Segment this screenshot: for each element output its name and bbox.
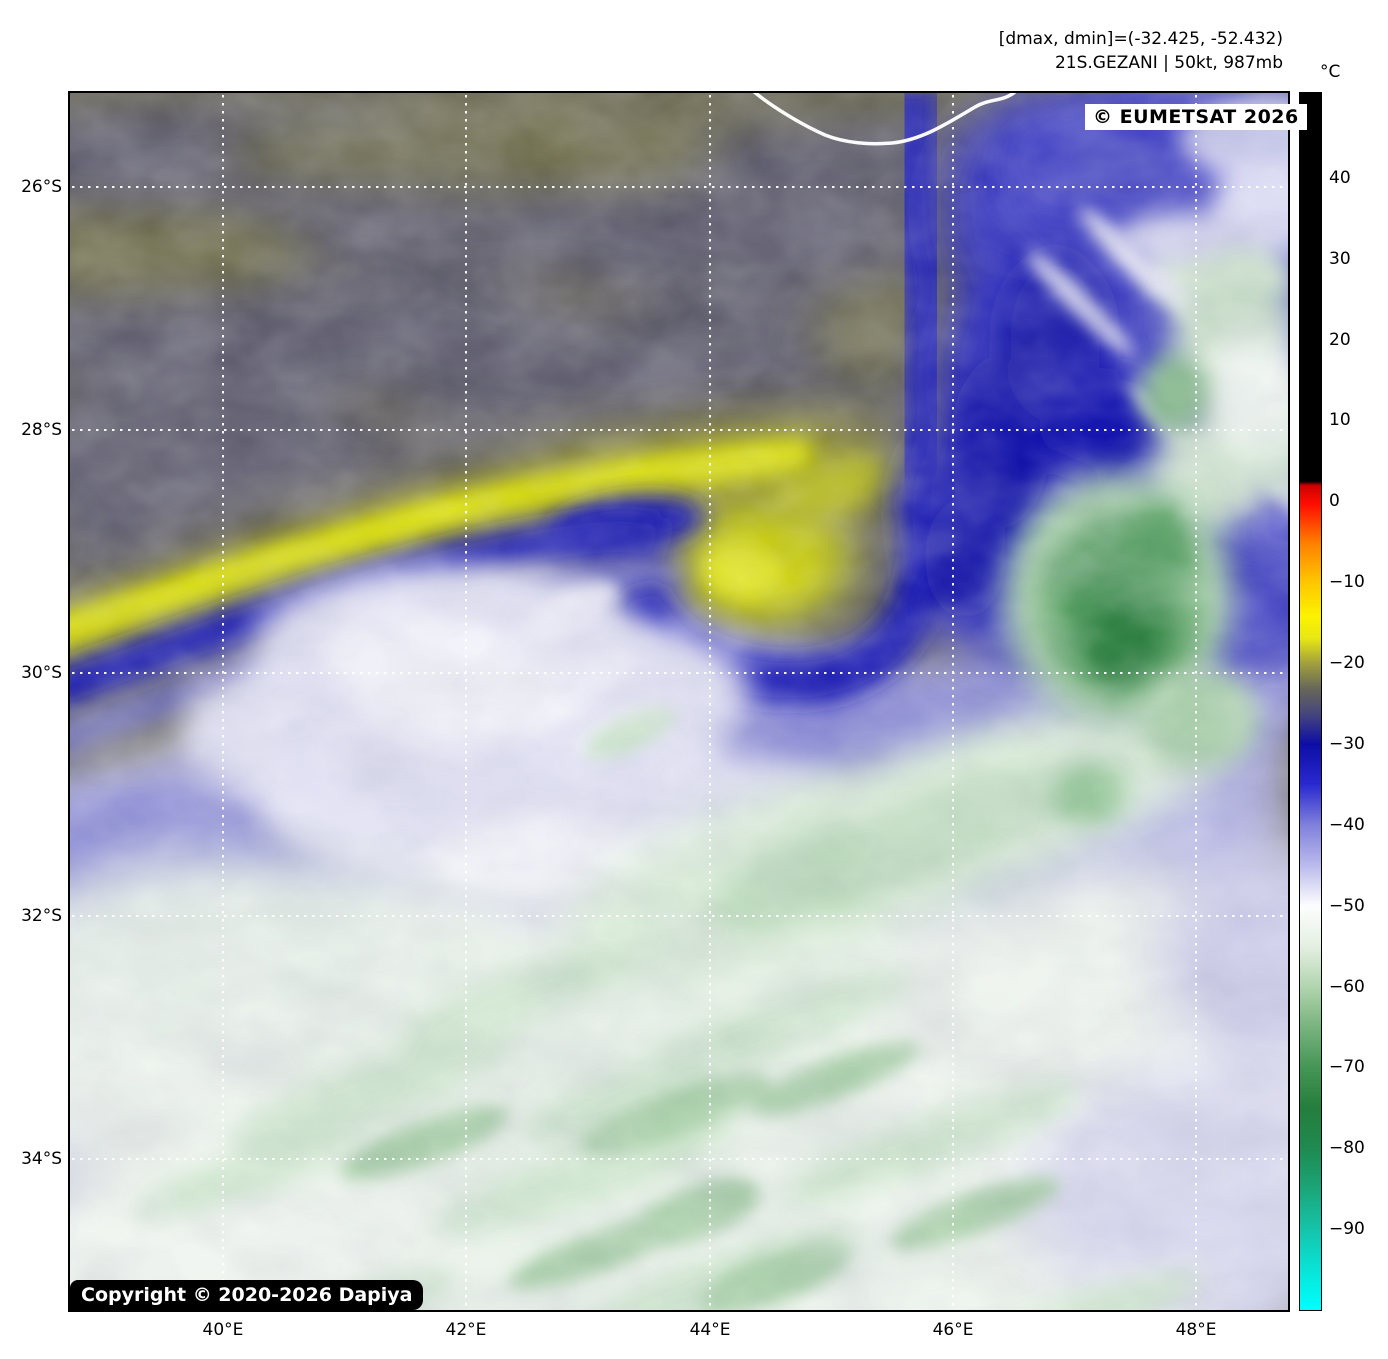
- colorbar-tick-label: −70: [1329, 1057, 1365, 1078]
- latitude-tick-label: 30°S: [21, 663, 62, 684]
- storm-annotation: [dmax, dmin]=(-32.425, -52.432) 21S.GEZA…: [999, 27, 1283, 75]
- satellite-map: [68, 91, 1290, 1312]
- longitude-tick-label: 44°E: [689, 1320, 731, 1340]
- colorbar-tick-label: −90: [1329, 1219, 1365, 1240]
- storm-intensity-text: 21S.GEZANI | 50kt, 987mb: [1054, 53, 1283, 73]
- cloud-texture-dark: [70, 93, 1288, 1310]
- temperature-colorbar: [1299, 92, 1322, 1311]
- longitude-tick-label: 42°E: [445, 1320, 487, 1340]
- latitude-tick-label: 32°S: [21, 906, 62, 927]
- latitude-tick-label: 34°S: [21, 1149, 62, 1170]
- longitude-tick-label: 40°E: [202, 1320, 244, 1340]
- colorbar-tick-label: −40: [1329, 814, 1365, 835]
- eumetsat-credit-badge: © EUMETSAT 2026: [1085, 104, 1307, 130]
- colorbar-tick-label: −80: [1329, 1138, 1365, 1159]
- copyright-badge: Copyright © 2020-2026 Dapiya: [70, 1280, 424, 1310]
- colorbar-tick-label: −10: [1329, 572, 1365, 593]
- colorbar-tick-label: −20: [1329, 653, 1365, 674]
- coastline: [752, 93, 1017, 146]
- longitude-tick-label: 46°E: [932, 1320, 974, 1340]
- colorbar-tick-label: 30: [1329, 248, 1351, 269]
- satellite-scene: [70, 93, 1288, 1310]
- colorbar-tick-label: −50: [1329, 895, 1365, 916]
- colorbar-tick-label: −30: [1329, 733, 1365, 754]
- latitude-tick-label: 26°S: [21, 176, 62, 197]
- dmax-dmin-text: [dmax, dmin]=(-32.425, -52.432): [998, 29, 1283, 49]
- colorbar-tick-label: 20: [1329, 329, 1351, 350]
- colorbar-tick-label: −60: [1329, 976, 1365, 997]
- colorbar-unit-label: °C: [1320, 62, 1341, 82]
- colorbar-tick-label: 0: [1329, 491, 1340, 512]
- latitude-tick-label: 28°S: [21, 419, 62, 440]
- colorbar-tick-label: 40: [1329, 167, 1351, 188]
- longitude-tick-label: 48°E: [1175, 1320, 1217, 1340]
- colorbar-tick-label: 10: [1329, 410, 1351, 431]
